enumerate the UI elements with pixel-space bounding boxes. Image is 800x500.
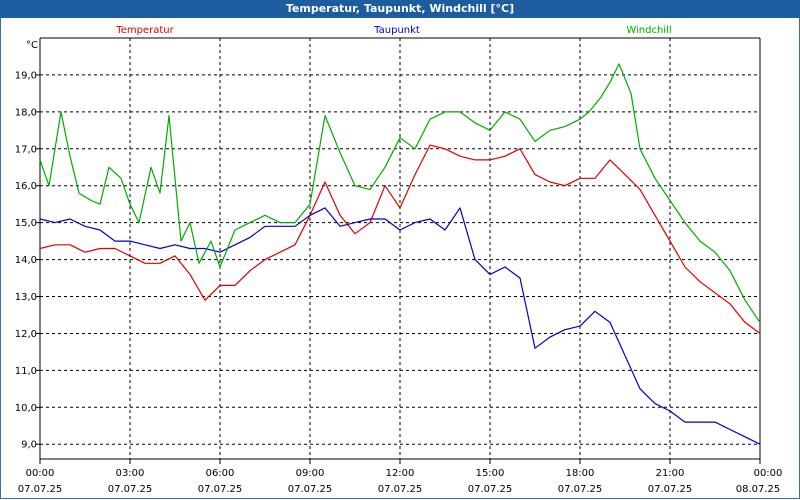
legend-label-taupunkt: Taupunkt [373,25,420,36]
y-axis-label: °C [26,40,38,51]
chart-legend: Temperatur Taupunkt Windchill [115,25,671,36]
y-tick-label: 18,0 [15,107,37,118]
x-tick-date: 07.07.25 [18,484,63,495]
x-tick-date: 07.07.25 [198,484,243,495]
x-tick-time: 18:00 [566,468,595,479]
x-tick-time: 12:00 [386,468,415,479]
y-tick-label: 12,0 [15,329,37,340]
x-tick-date: 07.07.25 [558,484,603,495]
x-tick-date: 07.07.25 [468,484,513,495]
y-tick-label: 16,0 [15,181,37,192]
y-tick-label: 17,0 [15,144,37,155]
x-tick-date: 07.07.25 [108,484,153,495]
x-tick-time: 03:00 [116,468,145,479]
x-tick-time: 00:00 [754,468,783,479]
x-tick-date: 07.07.25 [288,484,333,495]
y-tick-label: 9,0 [21,440,37,451]
x-tick-date: 07.07.25 [378,484,423,495]
series-line-windchill [39,63,761,323]
series-line-taupunkt [39,207,761,445]
x-tick-date: 08.07.25 [736,484,781,495]
series-line-temperatur [39,144,761,334]
y-tick-label: 14,0 [15,255,37,266]
legend-label-windchill: Windchill [626,25,671,36]
tick-labels: 9,0 10,0 11,0 12,0 13,0 14,0 15,0 16,0 17,0 18,0 1… [15,70,783,495]
x-tick-time: 09:00 [296,468,325,479]
y-tick-label: 10,0 [15,403,37,414]
x-tick-time: 21:00 [656,468,685,479]
x-tick-time: 06:00 [206,468,235,479]
x-tick-time: 00:00 [26,468,55,479]
series-lines [39,63,761,445]
y-tick-label: 13,0 [15,292,37,303]
x-tick-date: 07.07.25 [648,484,693,495]
chart-grid [40,38,760,459]
chart-axes [36,37,761,464]
x-tick-time: 15:00 [476,468,505,479]
y-tick-label: 11,0 [15,366,37,377]
y-tick-label: 15,0 [15,218,37,229]
legend-label-temperatur: Temperatur [115,25,174,36]
window-title: Temperatur, Taupunkt, Windchill [°C] [0,0,800,18]
y-tick-label: 19,0 [15,70,37,81]
